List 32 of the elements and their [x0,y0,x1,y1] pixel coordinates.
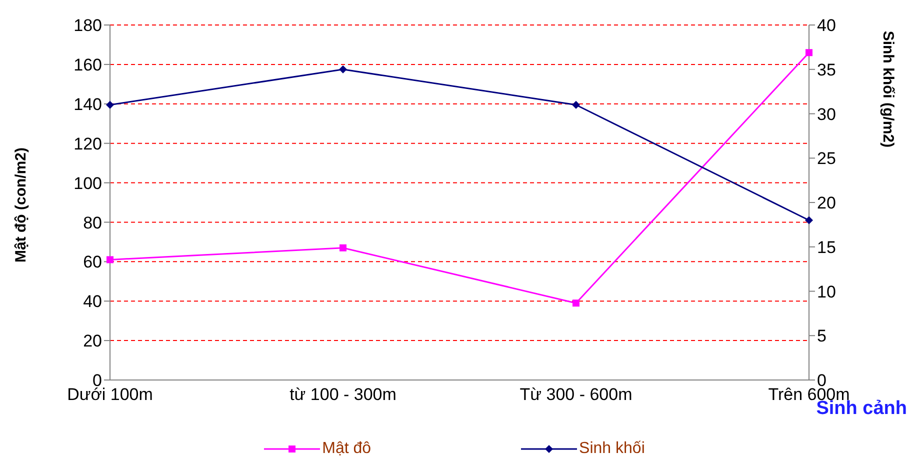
y-tick-label: 140 [74,94,102,114]
y-tick-label: 160 [74,55,102,74]
y2-tick-label: 5 [817,326,826,346]
point [106,100,114,109]
y-tick-label: 40 [83,292,102,312]
y-tick-label: 120 [74,134,102,154]
point [572,300,580,307]
x-tick-label: Dưới 100m [67,385,153,404]
y-tick-label: 180 [74,16,102,36]
point [572,100,580,109]
y2-tick-label: 30 [817,104,836,124]
legend-label: Sinh khối [578,440,645,458]
y2-tick-label: 25 [817,149,836,168]
x-tick-label: Từ 300 - 600m [520,385,632,404]
y2-tick-label: 20 [817,194,836,213]
point [805,216,813,224]
y2-tick-label: 10 [817,282,836,302]
point [106,256,114,264]
point [340,244,346,252]
y-axis-title: Mật độ (con/m2) [12,148,30,262]
y2-tick-label: 40 [817,16,836,36]
y2-axis-title: Sinh khối (g/m2) [880,30,897,148]
y-tick-label: 80 [83,213,102,232]
point [339,65,347,74]
legend-label: Mật đô [321,440,372,458]
y2-tick-label: 35 [817,60,836,80]
y-tick-label: 100 [74,174,102,193]
y-tick-label: 20 [83,332,102,351]
y-tick-label: 60 [83,252,102,272]
x-tick-label: từ 100 - 300m [290,385,396,404]
y2-tick-label: 15 [817,238,836,257]
point [806,49,812,56]
